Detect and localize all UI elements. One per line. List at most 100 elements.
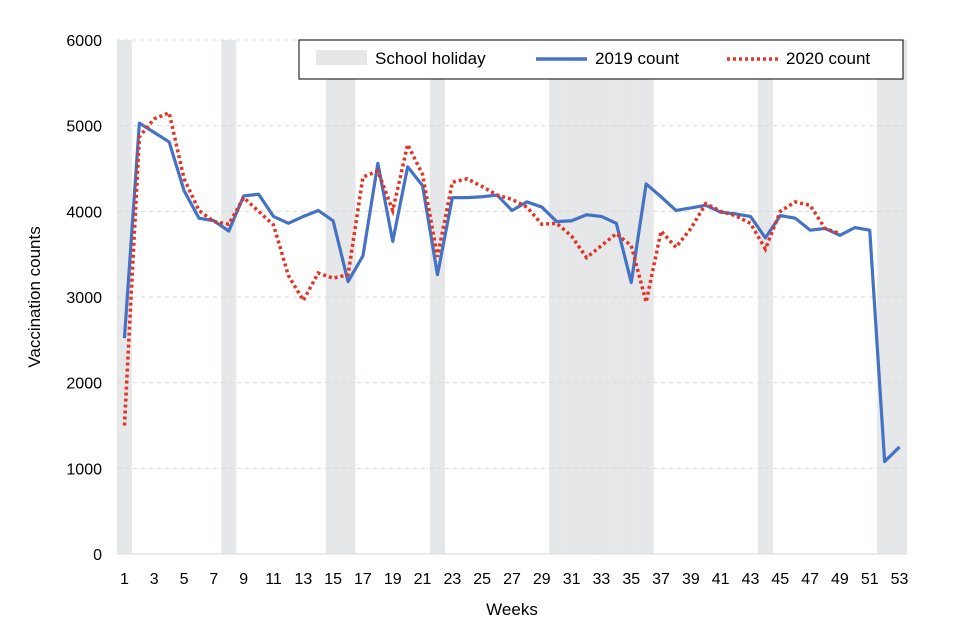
data-point-series-0 [674,209,677,212]
data-point-series-1 [689,227,692,230]
data-point-series-1 [481,185,484,188]
holiday-band-week-16 [340,40,356,554]
data-point-series-1 [659,229,662,232]
data-point-series-0 [764,236,767,239]
data-point-series-0 [645,182,648,185]
holiday-band-week-53 [892,40,907,554]
x-tick-label: 11 [265,571,282,588]
data-point-series-0 [510,209,513,212]
x-tick-label: 47 [801,571,819,588]
data-point-series-1 [809,204,812,207]
x-tick-label: 37 [652,571,670,588]
data-point-series-0 [436,273,439,276]
data-point-series-1 [495,193,498,196]
x-tick-label: 23 [443,571,461,588]
data-point-series-1 [346,273,349,276]
y-tick-label: 3000 [66,290,102,307]
data-point-series-0 [361,254,364,257]
data-point-series-0 [585,213,588,216]
data-point-series-0 [168,140,171,143]
data-point-series-1 [615,232,618,235]
data-point-series-0 [302,215,305,218]
x-tick-label: 29 [533,571,551,588]
y-tick-label: 5000 [66,119,102,136]
legend-2019-label: 2019 count [595,49,679,68]
data-point-series-0 [197,217,200,220]
data-point-series-1 [421,173,424,176]
y-tick-label: 4000 [66,204,102,221]
data-point-series-0 [898,445,901,448]
data-point-series-1 [585,256,588,259]
legend-box [298,39,904,80]
y-tick-label: 0 [93,547,102,564]
data-point-series-1 [734,214,737,217]
data-point-series-1 [794,200,797,203]
data-point-series-1 [779,210,782,213]
data-point-series-0 [868,229,871,232]
data-point-series-1 [153,117,156,120]
y-tick-label: 1000 [66,461,102,478]
x-tick-label: 33 [593,571,611,588]
data-point-series-1 [212,220,215,223]
x-tick-label: 39 [682,571,700,588]
holiday-band-week-1 [117,40,132,554]
x-tick-label: 21 [414,571,432,588]
data-point-series-1 [838,232,841,235]
x-tick-label: 43 [742,571,760,588]
data-point-series-1 [242,196,245,199]
data-point-series-0 [391,240,394,243]
x-tick-label: 27 [503,571,521,588]
x-tick-label: 25 [473,571,491,588]
data-point-series-0 [466,196,469,199]
x-tick-label: 13 [294,571,312,588]
data-point-series-1 [197,209,200,212]
data-point-series-1 [182,177,185,180]
legend: School holiday 2019 count 2020 count [298,39,904,80]
series-line-0 [122,121,901,464]
series-line-1 [122,110,841,426]
data-point-series-0 [540,205,543,208]
data-point-series-1 [749,222,752,225]
legend-holiday-swatch [316,50,367,65]
data-point-series-0 [883,460,886,463]
data-point-series-0 [287,222,290,225]
data-point-series-0 [317,209,320,212]
data-point-series-1 [436,255,439,258]
data-point-series-0 [406,165,409,168]
data-point-series-1 [719,210,722,213]
x-tick-label: 7 [209,571,218,588]
data-point-series-0 [346,280,349,283]
x-tick-label: 51 [861,571,879,588]
data-point-series-1 [630,244,633,247]
y-tick-label: 6000 [66,33,102,50]
data-point-series-0 [138,122,141,125]
data-point-series-0 [182,189,185,192]
data-point-series-0 [689,206,692,209]
holiday-band-week-8 [221,40,237,554]
data-point-series-0 [332,219,335,222]
data-point-series-0 [376,162,379,165]
holiday-band-week-31 [564,40,580,554]
data-point-series-1 [555,222,558,225]
data-point-series-0 [153,131,156,134]
data-point-series-0 [525,200,528,203]
x-tick-labels: 1 3 5 7 9 11 13 15 17 19 21 23 25 27 29 31 33 35 37 39 41 43 4… [120,571,909,588]
series-layer [122,110,901,464]
x-tick-label: 35 [622,571,640,588]
holiday-band-week-33 [593,40,609,554]
x-tick-label: 41 [712,571,730,588]
y-tick-labels: 0 1000 2000 3000 4000 5000 6000 [66,33,102,564]
data-point-series-0 [749,215,752,218]
x-tick-label: 49 [831,571,849,588]
x-tick-label: 17 [354,571,372,588]
x-tick-label: 1 [120,571,129,588]
x-tick-label: 9 [239,571,248,588]
data-point-series-0 [227,229,230,232]
x-tick-label: 3 [150,571,159,588]
data-point-series-1 [391,209,394,212]
x-axis-title: Weeks [486,600,538,619]
x-tick-label: 31 [563,571,581,588]
data-point-series-1 [674,246,677,249]
data-point-series-0 [481,195,484,198]
